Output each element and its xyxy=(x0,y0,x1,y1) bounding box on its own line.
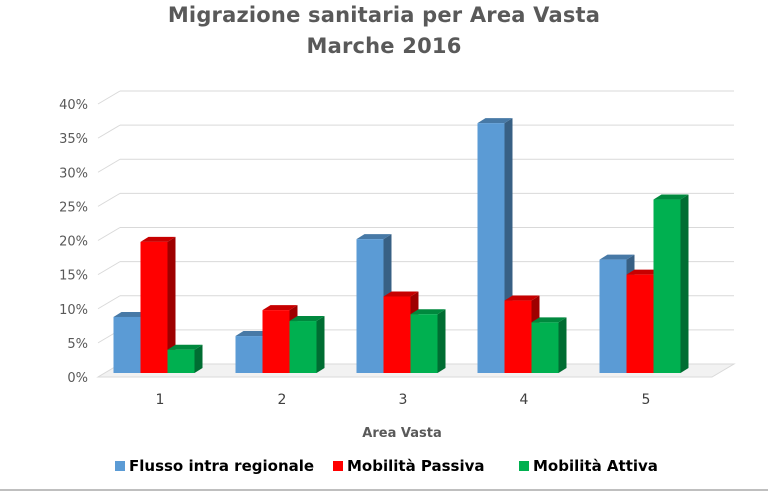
bar-side xyxy=(316,316,325,373)
y-tick-label: 25% xyxy=(59,200,88,215)
bottom-divider xyxy=(0,489,768,491)
gridline-depth xyxy=(97,90,121,105)
bar-top xyxy=(289,316,325,322)
bar-top xyxy=(356,234,392,240)
gridline-depth xyxy=(97,124,121,139)
bar xyxy=(383,296,411,373)
bar-top xyxy=(626,269,662,275)
bar-top xyxy=(504,295,540,301)
legend-label: Mobilità Attiva xyxy=(533,457,658,475)
legend-swatch xyxy=(519,461,529,471)
bar xyxy=(167,349,195,373)
bar-top xyxy=(235,331,271,337)
bar xyxy=(477,123,505,373)
bar-top xyxy=(410,309,446,315)
chart-subtitle: Marche 2016 xyxy=(306,34,462,58)
bar-side xyxy=(680,194,689,373)
x-tick-label: 5 xyxy=(642,392,651,408)
gridline-depth xyxy=(97,295,121,310)
bar xyxy=(653,199,681,373)
bar xyxy=(504,300,532,373)
y-tick-label: 5% xyxy=(67,337,88,352)
bar xyxy=(410,314,438,373)
bar xyxy=(113,316,141,373)
bar-top xyxy=(599,254,635,260)
x-axis-title: Area Vasta xyxy=(362,426,441,441)
y-tick-label: 40% xyxy=(59,98,88,113)
bar xyxy=(235,336,263,373)
y-tick-label: 10% xyxy=(59,303,88,318)
bar-top xyxy=(477,118,513,124)
bar-side xyxy=(167,236,176,373)
bar-side xyxy=(437,309,446,373)
bar xyxy=(531,322,559,373)
bar xyxy=(262,310,290,373)
y-tick-label: 35% xyxy=(59,132,88,147)
legend-swatch xyxy=(115,461,125,471)
bar-top xyxy=(653,194,689,200)
x-tick-label: 4 xyxy=(520,392,529,408)
gridline-depth xyxy=(97,261,121,276)
legend-swatch xyxy=(333,461,343,471)
bar-top xyxy=(113,311,149,317)
chart-title: Migrazione sanitaria per Area Vasta xyxy=(167,3,601,27)
bar xyxy=(356,239,384,373)
gridline-depth xyxy=(97,192,121,207)
bar-top xyxy=(140,236,176,242)
legend-label: Mobilità Passiva xyxy=(347,457,485,475)
bar-top xyxy=(167,344,203,350)
x-tick-label: 3 xyxy=(399,392,408,408)
y-tick-label: 20% xyxy=(59,235,88,250)
bar-side xyxy=(194,344,203,373)
legend-label: Flusso intra regionale xyxy=(129,457,314,475)
x-tick-label: 2 xyxy=(278,392,287,408)
bar-top xyxy=(383,291,419,297)
y-tick-label: 0% xyxy=(67,371,88,386)
bar xyxy=(140,241,168,373)
gridline-depth xyxy=(97,227,121,241)
bar xyxy=(599,259,627,373)
bar-top xyxy=(262,305,298,311)
bar-side xyxy=(558,317,567,373)
y-tick-label: 30% xyxy=(59,166,88,181)
y-tick-label: 15% xyxy=(59,269,88,284)
bar xyxy=(289,321,317,373)
x-tick-label: 1 xyxy=(156,392,165,408)
bar xyxy=(626,274,654,373)
bar-top xyxy=(531,317,567,323)
gridline-depth xyxy=(97,158,121,173)
